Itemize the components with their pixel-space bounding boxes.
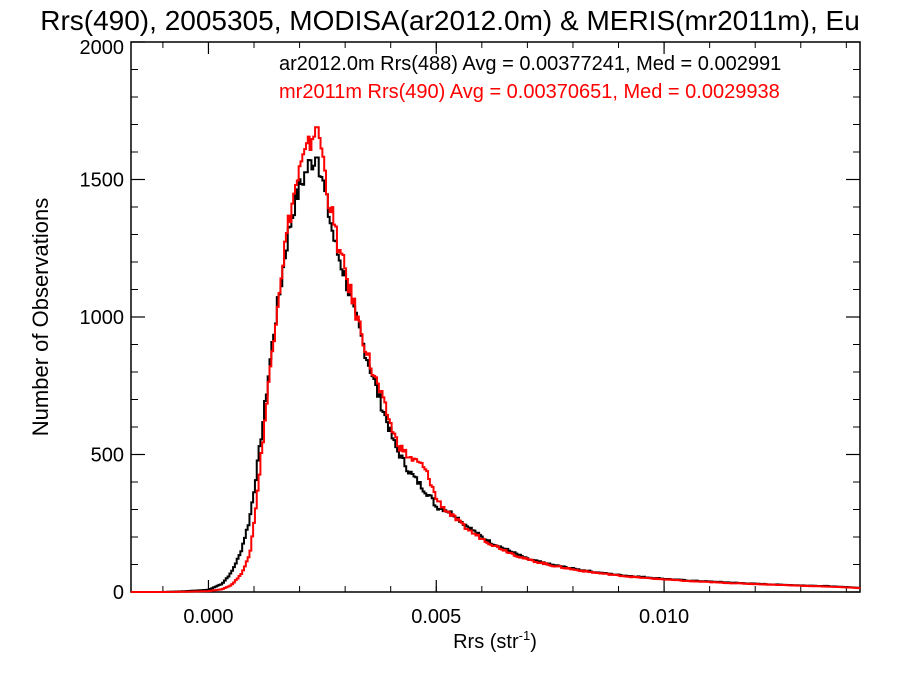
x-tick-label: 0.005 [411,606,461,628]
plot-frame [130,41,861,593]
x-axis-label-main: Rrs (str [453,631,519,653]
x-axis-label-close: ) [530,631,537,653]
y-tick-label: 1500 [80,170,125,192]
y-tick-label: 0 [113,582,124,604]
y-axis: 0 500 1000 1500 2000 [80,37,860,604]
y-axis-label: Number of Observations [28,198,53,436]
y-tick-label: 1000 [80,307,125,329]
series-stats-label-black: ar2012.0m Rrs(488) Avg = 0.00377241, Med… [279,53,781,75]
x-axis-label: Rrs (str-1) [453,628,537,653]
series-layer [131,126,861,593]
x-tick-label: 0.010 [639,606,689,628]
y-tick-label: 500 [91,445,124,467]
series-line-red [131,126,861,593]
y-tick-label: 2000 [80,37,125,59]
series-stats-label-red: mr2011m Rrs(490) Avg = 0.00370651, Med =… [279,81,780,103]
series-line-black [131,156,861,593]
x-axis: 0.000 0.005 0.010 [162,42,847,628]
x-axis-label-superscript: -1 [519,628,531,643]
chart-title: Rrs(490), 2005305, MODISA(ar2012.0m) & M… [40,5,860,36]
x-tick-label: 0.000 [183,606,233,628]
